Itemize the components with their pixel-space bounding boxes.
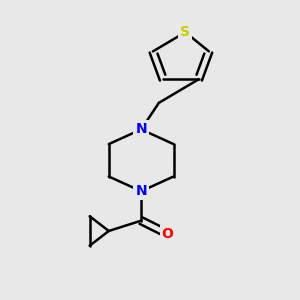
Text: N: N bbox=[135, 184, 147, 198]
Text: S: S bbox=[180, 25, 190, 39]
Text: N: N bbox=[135, 122, 147, 136]
Text: O: O bbox=[162, 227, 174, 241]
